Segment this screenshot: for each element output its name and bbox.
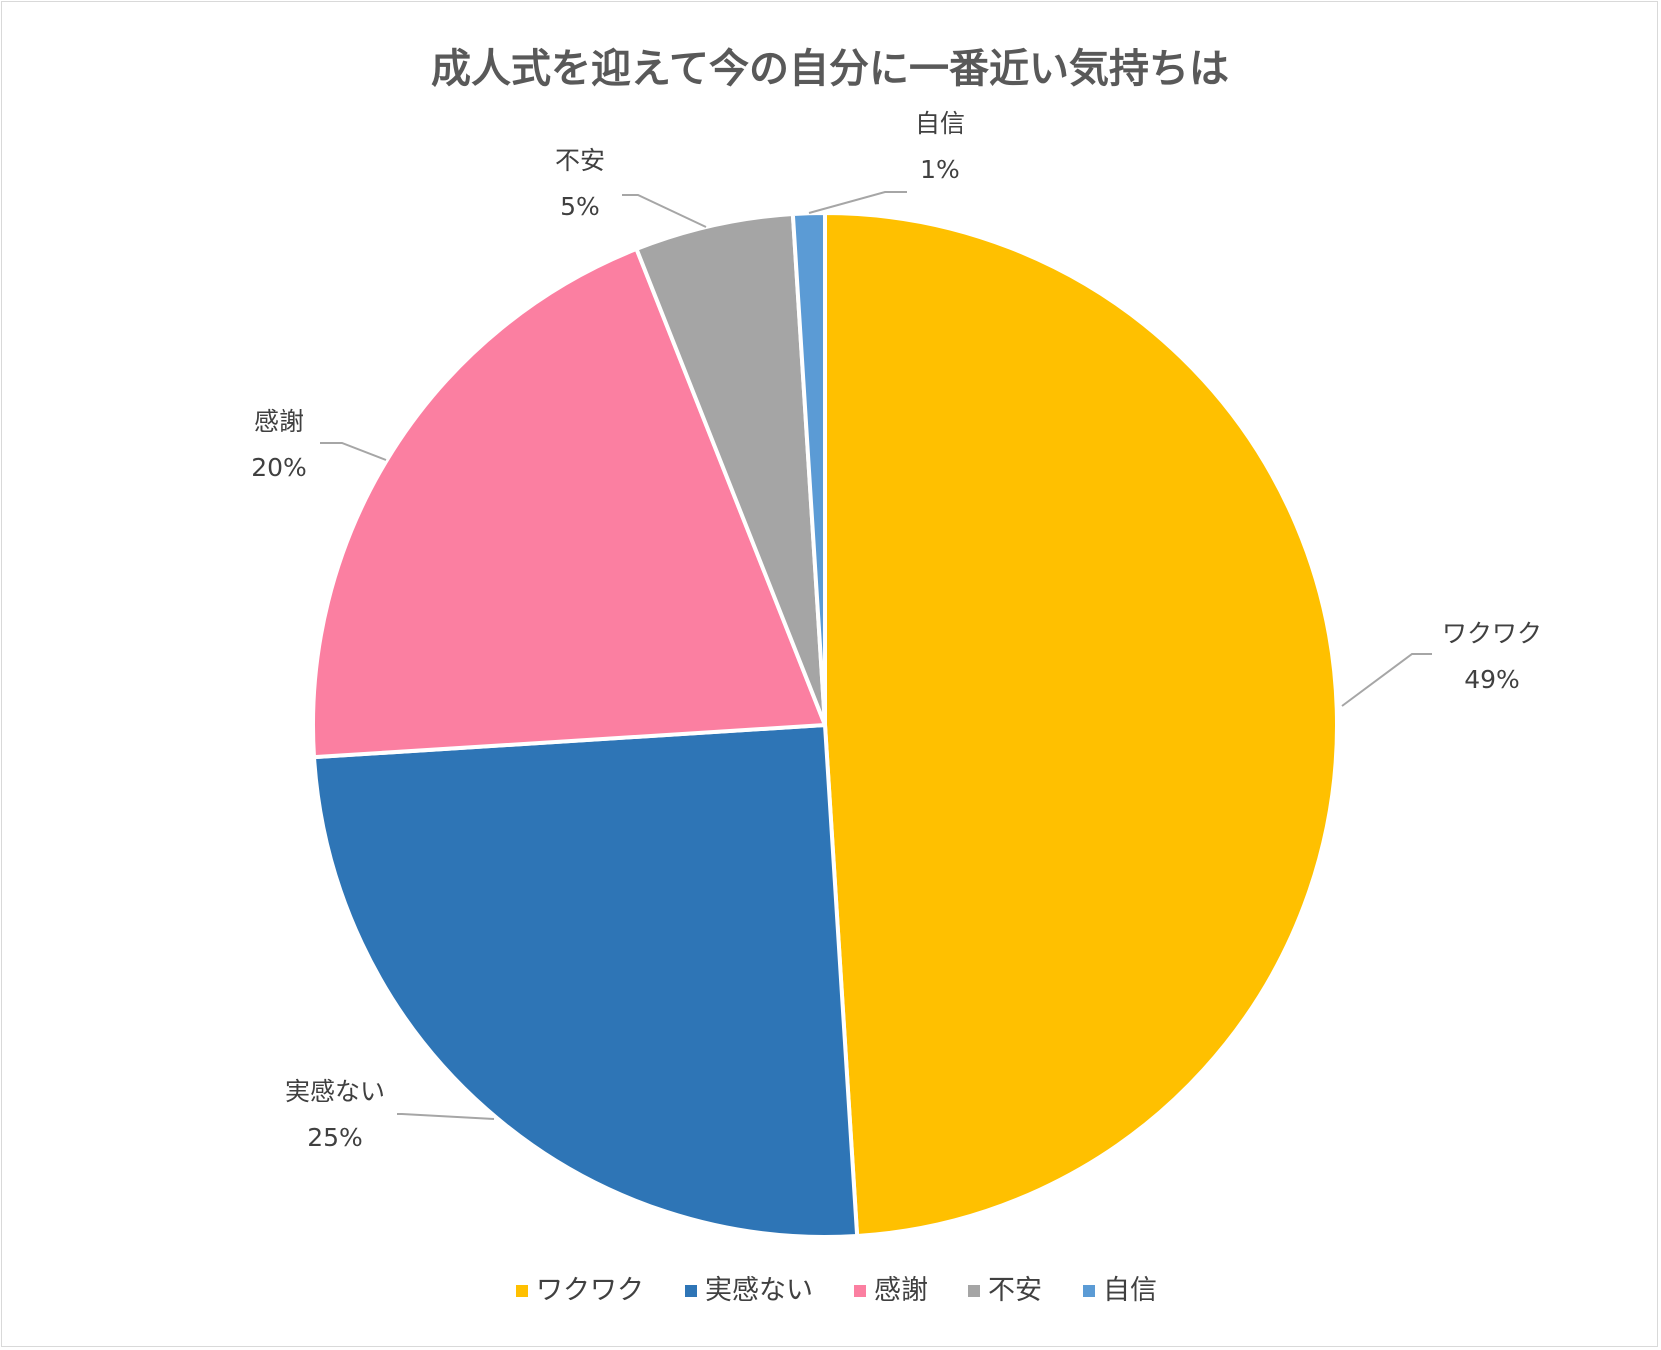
legend-item-item-1: 実感ない [685,1275,813,1306]
legend-item-item-3: 不安 [968,1275,1042,1306]
data-label-value-item-1: 25% [307,1123,363,1152]
pie-slice-item-3 [634,212,827,727]
data-label-category-item-4: 自信 [915,109,965,138]
legend: ワクワク 実感ない 感謝 不安 自信 [516,1275,1157,1306]
data-label-category-item-0: ワクワク [1442,619,1542,648]
legend-item-item-4: 自信 [1083,1275,1157,1306]
legend-swatch-item-3 [968,1285,980,1297]
leader-line-item-1 [397,1113,495,1120]
legend-label-item-4: 自信 [1103,1275,1157,1306]
leader-line-item-4 [808,191,907,214]
data-label-value-item-4: 1% [920,155,960,184]
legend-swatch-item-1 [685,1285,697,1297]
legend-label-item-0: ワクワク [536,1275,644,1306]
pie-slice-item-0 [823,211,1339,1238]
legend-swatch-item-2 [854,1285,866,1297]
data-label-category-item-2: 感謝 [254,407,304,436]
pie-slice-item-2 [311,246,827,760]
chart-title: 成人式を迎えて今の自分に一番近い気持ちは [431,46,1229,92]
leader-line-item-0 [1341,653,1432,707]
legend-swatch-item-0 [516,1285,528,1297]
legend-label-item-3: 不安 [988,1275,1042,1306]
pie-slices [311,211,1339,1239]
leader-line-item-3 [622,194,707,228]
data-labels: ワクワク 49% 実感ない 25% 感謝 20% 不安 5% 自信 1% [251,109,1542,1152]
data-label-value-item-0: 49% [1464,665,1520,694]
pie-slice-item-4 [790,211,827,727]
leader-line-item-2 [320,442,387,461]
data-label-value-item-2: 20% [251,453,307,482]
leader-lines [320,191,1432,1120]
data-label-value-item-3: 5% [560,192,600,221]
legend-item-item-2: 感謝 [854,1275,928,1306]
data-label-category-item-1: 実感ない [285,1077,385,1106]
pie-slice-item-1 [312,723,860,1239]
data-label-category-item-3: 不安 [555,146,605,175]
legend-label-item-2: 感謝 [874,1275,928,1306]
legend-item-item-0: ワクワク [516,1275,644,1306]
legend-swatch-item-4 [1083,1285,1095,1297]
legend-label-item-1: 実感ない [705,1275,813,1306]
